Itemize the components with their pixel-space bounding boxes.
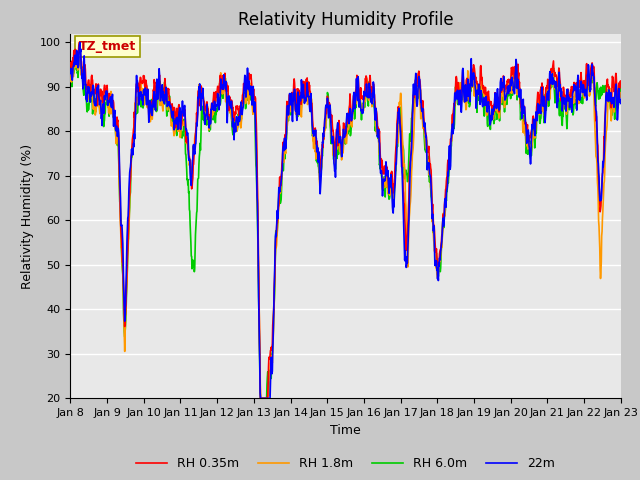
- 22m: [76, 40, 84, 46]
- RH 1.8m: [257, 396, 264, 401]
- RH 6.0m: [257, 396, 264, 401]
- Title: Relativity Humidity Profile: Relativity Humidity Profile: [238, 11, 453, 29]
- RH 1.8m: [251, 104, 259, 109]
- RH 0.35m: [76, 40, 83, 46]
- RH 6.0m: [189, 257, 197, 263]
- X-axis label: Time: Time: [330, 424, 361, 437]
- Text: TZ_tmet: TZ_tmet: [79, 40, 136, 53]
- 22m: [504, 84, 511, 89]
- RH 1.8m: [552, 78, 560, 84]
- Y-axis label: Relativity Humidity (%): Relativity Humidity (%): [21, 144, 34, 288]
- 22m: [432, 258, 440, 264]
- 22m: [189, 144, 197, 150]
- RH 0.35m: [552, 72, 560, 78]
- 22m: [617, 100, 625, 106]
- RH 0.35m: [432, 249, 440, 255]
- RH 1.8m: [71, 51, 79, 57]
- RH 1.8m: [67, 73, 74, 79]
- 22m: [67, 67, 74, 73]
- 22m: [251, 99, 259, 105]
- RH 0.35m: [189, 162, 197, 168]
- RH 0.35m: [504, 79, 511, 85]
- 22m: [257, 396, 264, 401]
- Line: 22m: 22m: [70, 43, 621, 398]
- RH 6.0m: [552, 81, 560, 86]
- RH 0.35m: [257, 396, 264, 401]
- RH 6.0m: [251, 100, 259, 106]
- RH 0.35m: [176, 106, 184, 111]
- Line: RH 0.35m: RH 0.35m: [70, 43, 621, 398]
- 22m: [176, 105, 184, 111]
- RH 1.8m: [504, 83, 511, 88]
- RH 1.8m: [432, 257, 440, 263]
- RH 0.35m: [251, 95, 259, 100]
- RH 0.35m: [67, 60, 74, 66]
- RH 6.0m: [432, 250, 440, 256]
- RH 1.8m: [617, 94, 625, 100]
- RH 6.0m: [67, 66, 74, 72]
- RH 6.0m: [176, 110, 184, 116]
- RH 6.0m: [71, 47, 79, 53]
- 22m: [552, 84, 560, 90]
- Line: RH 6.0m: RH 6.0m: [70, 50, 621, 398]
- Legend: RH 0.35m, RH 1.8m, RH 6.0m, 22m: RH 0.35m, RH 1.8m, RH 6.0m, 22m: [131, 452, 561, 475]
- Line: RH 1.8m: RH 1.8m: [70, 54, 621, 398]
- RH 6.0m: [504, 92, 511, 98]
- RH 6.0m: [617, 90, 625, 96]
- RH 1.8m: [189, 144, 197, 149]
- RH 0.35m: [617, 82, 625, 87]
- RH 1.8m: [176, 120, 184, 126]
